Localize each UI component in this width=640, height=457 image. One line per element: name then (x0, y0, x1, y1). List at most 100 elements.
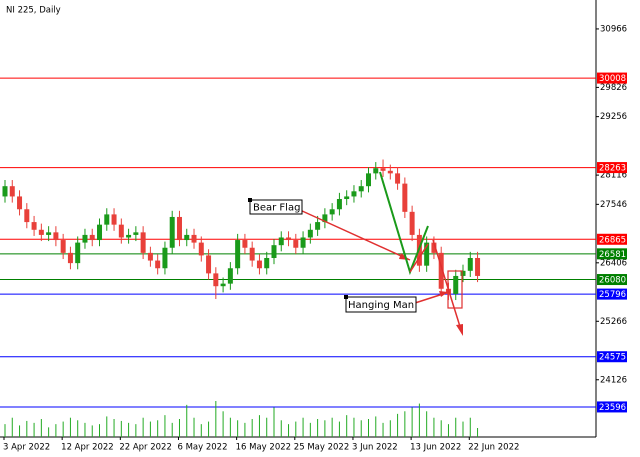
candle-body (162, 247, 168, 269)
candle-body (380, 168, 386, 171)
candle-body (438, 252, 444, 289)
candle-body (351, 191, 357, 197)
level-label: 30008 (599, 74, 626, 84)
candle-body (358, 186, 364, 192)
candle-body (387, 170, 393, 174)
anchor (344, 295, 348, 299)
candle-body (140, 232, 146, 253)
arrow-line (409, 243, 429, 273)
candle-body (75, 242, 81, 264)
candle-body (198, 242, 204, 256)
candle-body (213, 273, 219, 287)
label-box (249, 199, 303, 215)
candle-body (453, 275, 459, 294)
x-tick-label: 12 Apr 2022 (61, 443, 114, 453)
candle-body (126, 234, 132, 238)
level-label: 26865 (599, 235, 626, 245)
candle-body (293, 240, 299, 248)
candle-body (97, 224, 103, 241)
candle-body (315, 222, 321, 230)
candle-body (176, 216, 182, 241)
candle-body (271, 245, 277, 258)
level-label-bg (597, 401, 627, 413)
level-label: 28263 (599, 164, 626, 174)
candle-body (118, 224, 124, 238)
candle-body (242, 240, 248, 248)
candle-body (366, 173, 371, 187)
candle-body (278, 237, 284, 246)
drawings: Bear Flag Hanging Man (248, 171, 463, 336)
candle-body (2, 186, 8, 197)
x-tick-label: 13 Jun 2022 (410, 443, 461, 453)
x-tick-label: 25 May 2022 (294, 443, 349, 453)
level-label-bg (597, 351, 627, 363)
candle-body (220, 283, 226, 287)
candle-body (155, 260, 161, 269)
x-tick-label: 22 Apr 2022 (119, 443, 172, 453)
y-tick-label: 25266 (600, 317, 627, 327)
anchor (248, 198, 252, 202)
level-label-bg (597, 288, 627, 300)
chart-title: NI 225, Daily (6, 6, 61, 16)
candle-body (336, 199, 342, 210)
candle-body (307, 229, 313, 238)
candle-body (82, 234, 88, 243)
annotation: Bear Flag (253, 203, 300, 214)
candle-body (475, 257, 481, 276)
candle-body (24, 209, 30, 223)
candle-body (460, 270, 466, 276)
candle-body (133, 232, 139, 235)
y-tick-label: 30966 (600, 24, 627, 34)
level-label: 24575 (599, 353, 626, 363)
x-tick-label: 3 Apr 2022 (3, 443, 50, 453)
label-box (345, 296, 417, 313)
candle-body (424, 242, 430, 266)
candle-body (17, 196, 23, 210)
candle-body (147, 252, 153, 261)
candle-body (9, 186, 15, 197)
candle-body (329, 209, 335, 215)
level-label-bg (597, 233, 627, 245)
candle-body (227, 268, 233, 284)
candle-body (60, 240, 66, 253)
level-label-bg (597, 248, 627, 260)
y-tick-label: 26406 (600, 258, 627, 268)
x-tick-label: 3 Jun 2022 (352, 443, 398, 453)
arrow-head (456, 324, 463, 336)
candle-body (38, 229, 44, 235)
candle-body (402, 183, 408, 212)
candle-body (409, 211, 415, 235)
candle-body (104, 214, 110, 225)
arrow-line (299, 209, 411, 261)
x-tick-label: 22 Jun 2022 (468, 443, 519, 453)
level-label: 26581 (599, 250, 626, 260)
candle-body (373, 168, 379, 174)
annotation: Hanging Man (348, 300, 414, 311)
y-tick-label: 27546 (600, 200, 627, 210)
candle-body (67, 252, 73, 264)
candle-body (191, 234, 197, 243)
level-label-bg (597, 162, 627, 174)
y-tick-label: 24126 (600, 375, 627, 385)
candle-body (249, 247, 255, 261)
candle-body (184, 234, 190, 241)
highlight-box (447, 270, 463, 309)
candle-body (286, 237, 292, 241)
candle-body (344, 196, 350, 200)
candle-body (256, 260, 262, 269)
candle-body (431, 242, 437, 253)
y-tick-label: 29256 (600, 112, 627, 122)
x-tick-label: 16 May 2022 (236, 443, 291, 453)
level-label: 26080 (599, 276, 626, 286)
arrow-head (439, 291, 448, 297)
candle-body (46, 232, 52, 235)
y-tick-label: 29826 (600, 83, 627, 93)
candle-body (206, 255, 212, 274)
candle-body (395, 173, 401, 184)
candle-body (31, 222, 37, 230)
candle-body (467, 257, 473, 271)
candle-body (235, 240, 241, 269)
level-label: 25796 (599, 290, 626, 300)
candle-body (53, 232, 59, 241)
